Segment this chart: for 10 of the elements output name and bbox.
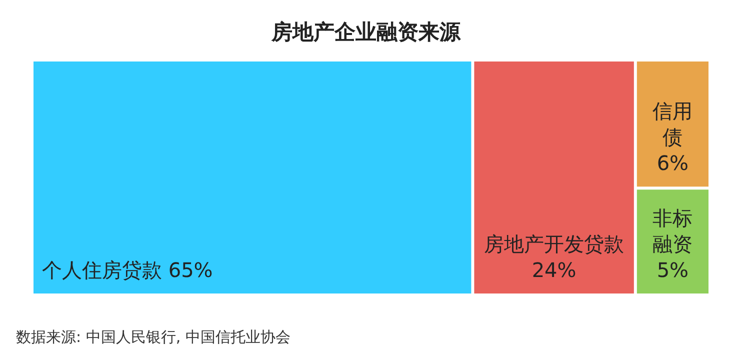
category-label: 非标融资 <box>652 206 693 256</box>
data-label: 24% <box>532 258 576 282</box>
category-label: 房地产开发贷款 <box>484 232 624 256</box>
category-label: 个人住房贷款 <box>42 258 162 282</box>
text: 房地产企业融资来源 <box>270 18 462 46</box>
category-label: 信用债 <box>652 99 693 150</box>
data-label: 65% <box>168 258 213 282</box>
source-note: 数据来源: 中国人民银行, 中国信托业协会 <box>16 328 290 347</box>
data-label: 5% <box>656 258 689 282</box>
data-label: 6% <box>656 151 689 176</box>
